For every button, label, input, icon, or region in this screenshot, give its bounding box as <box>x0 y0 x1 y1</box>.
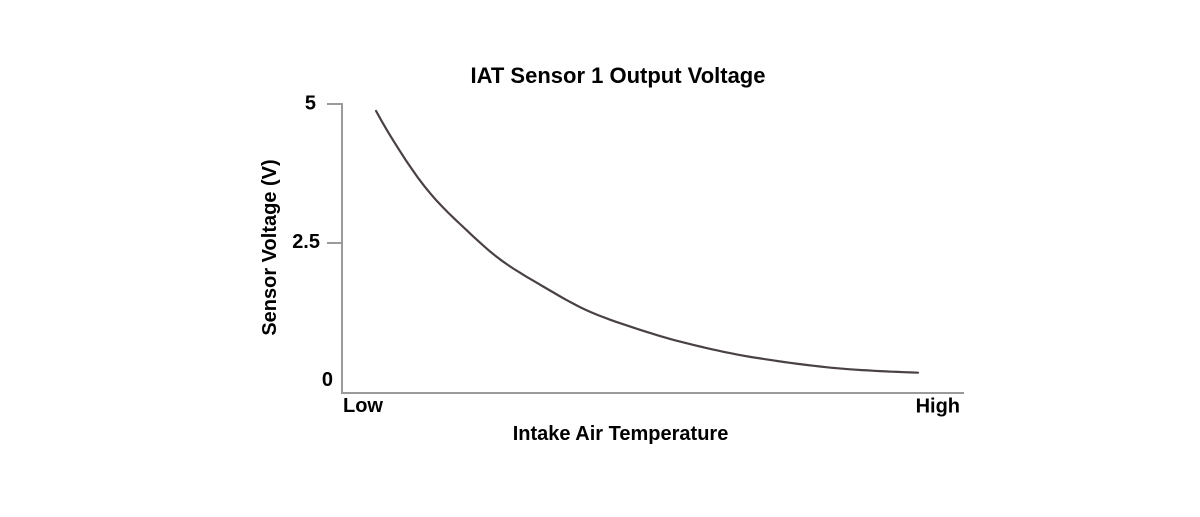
svg-text:Intake Air Temperature: Intake Air Temperature <box>513 423 729 445</box>
svg-text:IAT Sensor 1 Output Voltage: IAT Sensor 1 Output Voltage <box>471 63 766 88</box>
svg-text:0: 0 <box>322 369 333 391</box>
svg-text:2.5: 2.5 <box>292 231 320 253</box>
svg-text:Low: Low <box>343 395 383 417</box>
svg-text:Sensor Voltage (V): Sensor Voltage (V) <box>259 159 281 335</box>
svg-text:5: 5 <box>305 93 316 115</box>
svg-text:High: High <box>916 396 960 418</box>
